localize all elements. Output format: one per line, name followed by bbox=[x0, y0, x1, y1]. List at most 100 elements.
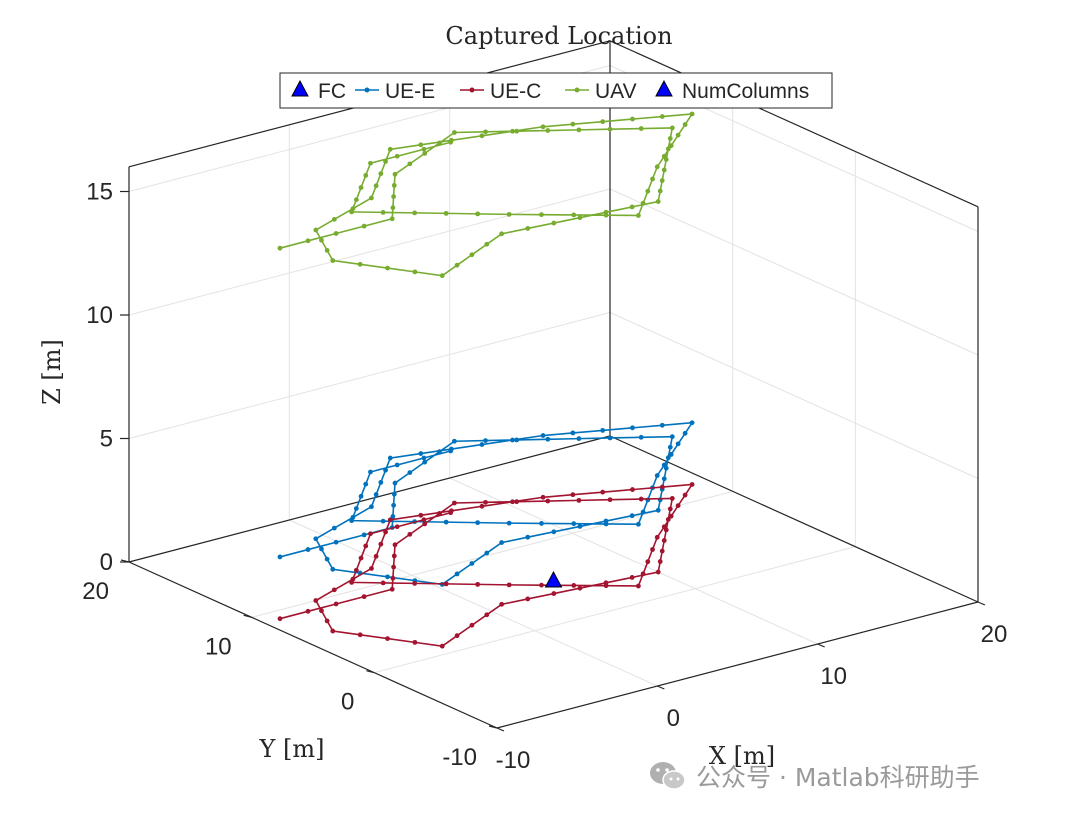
series-point bbox=[368, 531, 373, 537]
series-point bbox=[454, 633, 460, 639]
watermark-text: 公众号 · Matlab科研助手 bbox=[696, 763, 980, 792]
y-tick-mark bbox=[243, 614, 252, 618]
series-point bbox=[600, 489, 606, 495]
x-tick-label: -10 bbox=[496, 747, 531, 774]
series-point bbox=[483, 499, 488, 505]
series-point bbox=[378, 479, 384, 485]
series-point bbox=[389, 216, 395, 222]
series-point bbox=[682, 122, 688, 127]
series-point bbox=[629, 575, 635, 580]
series-point bbox=[659, 422, 665, 428]
series-point bbox=[570, 430, 576, 436]
series-point bbox=[630, 487, 635, 492]
series-point bbox=[313, 227, 319, 233]
y-axis-line bbox=[128, 561, 498, 729]
series-point bbox=[630, 116, 635, 122]
floor-back-edge bbox=[128, 435, 611, 563]
series-point bbox=[576, 436, 582, 442]
series-point bbox=[607, 497, 613, 503]
y-tick-label: 20 bbox=[82, 578, 109, 605]
series-point bbox=[277, 554, 283, 560]
series-point bbox=[551, 220, 557, 226]
series-point bbox=[313, 598, 319, 603]
legend-label: FC bbox=[318, 80, 346, 103]
series-point bbox=[333, 231, 339, 236]
series-point bbox=[412, 580, 418, 586]
series-point bbox=[499, 540, 505, 545]
series-point bbox=[319, 608, 324, 614]
series-point bbox=[669, 434, 675, 440]
series-point bbox=[571, 583, 577, 588]
series-point bbox=[305, 608, 311, 614]
series-point bbox=[475, 581, 481, 587]
legend-dot-icon bbox=[469, 87, 475, 93]
series-point bbox=[369, 195, 374, 201]
series-point bbox=[421, 146, 427, 152]
legend: FC UE-E UE-C UAV NumColumns bbox=[279, 72, 833, 109]
series-point bbox=[437, 449, 442, 455]
series-point bbox=[437, 511, 442, 516]
series-point bbox=[378, 171, 384, 177]
series-point bbox=[350, 576, 356, 582]
watermark: 公众号 · Matlab科研助手 bbox=[648, 758, 980, 794]
series-point bbox=[469, 252, 475, 258]
series-point bbox=[475, 211, 481, 217]
chart-title: Captured Location bbox=[445, 22, 672, 50]
series-point bbox=[675, 132, 681, 138]
series-line bbox=[279, 421, 694, 586]
x-tick-mark bbox=[977, 601, 986, 606]
series-point bbox=[483, 438, 488, 443]
series-point bbox=[689, 111, 695, 117]
series-point bbox=[353, 506, 359, 511]
y-axis-label: Y [m] bbox=[259, 735, 325, 763]
series-point bbox=[479, 503, 485, 509]
series-point bbox=[667, 506, 673, 512]
series-point bbox=[412, 210, 418, 216]
series-point bbox=[669, 125, 675, 131]
series-point bbox=[391, 502, 396, 508]
series-point bbox=[654, 164, 660, 170]
series-point bbox=[452, 130, 457, 135]
series-point bbox=[333, 539, 339, 545]
x-tick-label: 10 bbox=[820, 663, 847, 690]
series-point bbox=[665, 455, 671, 461]
series-point bbox=[539, 582, 544, 588]
series-point bbox=[659, 178, 665, 183]
legend-item-numcolumns: NumColumns bbox=[655, 79, 809, 103]
x-axis-line bbox=[496, 601, 979, 729]
series-point bbox=[655, 507, 661, 513]
series-point bbox=[394, 524, 400, 530]
legend-triangle-icon bbox=[291, 79, 309, 97]
legend-label: UE-C bbox=[490, 80, 541, 103]
series-point bbox=[418, 512, 424, 518]
series-point bbox=[380, 580, 386, 586]
series-point bbox=[305, 547, 311, 552]
series-point bbox=[391, 564, 396, 570]
series-point bbox=[391, 491, 397, 497]
series-point bbox=[358, 555, 364, 561]
legend-triangle-icon bbox=[655, 79, 673, 97]
series-point bbox=[603, 518, 609, 524]
legend-label: UAV bbox=[595, 80, 637, 103]
y-tick-mark bbox=[488, 725, 498, 729]
series-point bbox=[629, 513, 635, 519]
series-point bbox=[390, 575, 396, 581]
series-point bbox=[638, 496, 644, 502]
legend-item-uav: UAV bbox=[565, 80, 637, 103]
series-point bbox=[363, 173, 369, 178]
series-point bbox=[331, 587, 337, 593]
series-point bbox=[448, 508, 454, 514]
wall-grid-z bbox=[609, 188, 979, 356]
series-point bbox=[661, 476, 667, 482]
x-tick-label: 20 bbox=[981, 621, 1008, 648]
series-point bbox=[324, 556, 330, 562]
series-point bbox=[373, 492, 379, 497]
axes-box bbox=[128, 40, 979, 729]
series-point bbox=[577, 215, 583, 221]
series-point bbox=[551, 529, 557, 535]
series-point bbox=[514, 499, 520, 505]
series-point bbox=[514, 128, 520, 134]
series-point bbox=[363, 543, 369, 549]
series-point bbox=[361, 594, 367, 600]
series-point bbox=[443, 519, 449, 525]
